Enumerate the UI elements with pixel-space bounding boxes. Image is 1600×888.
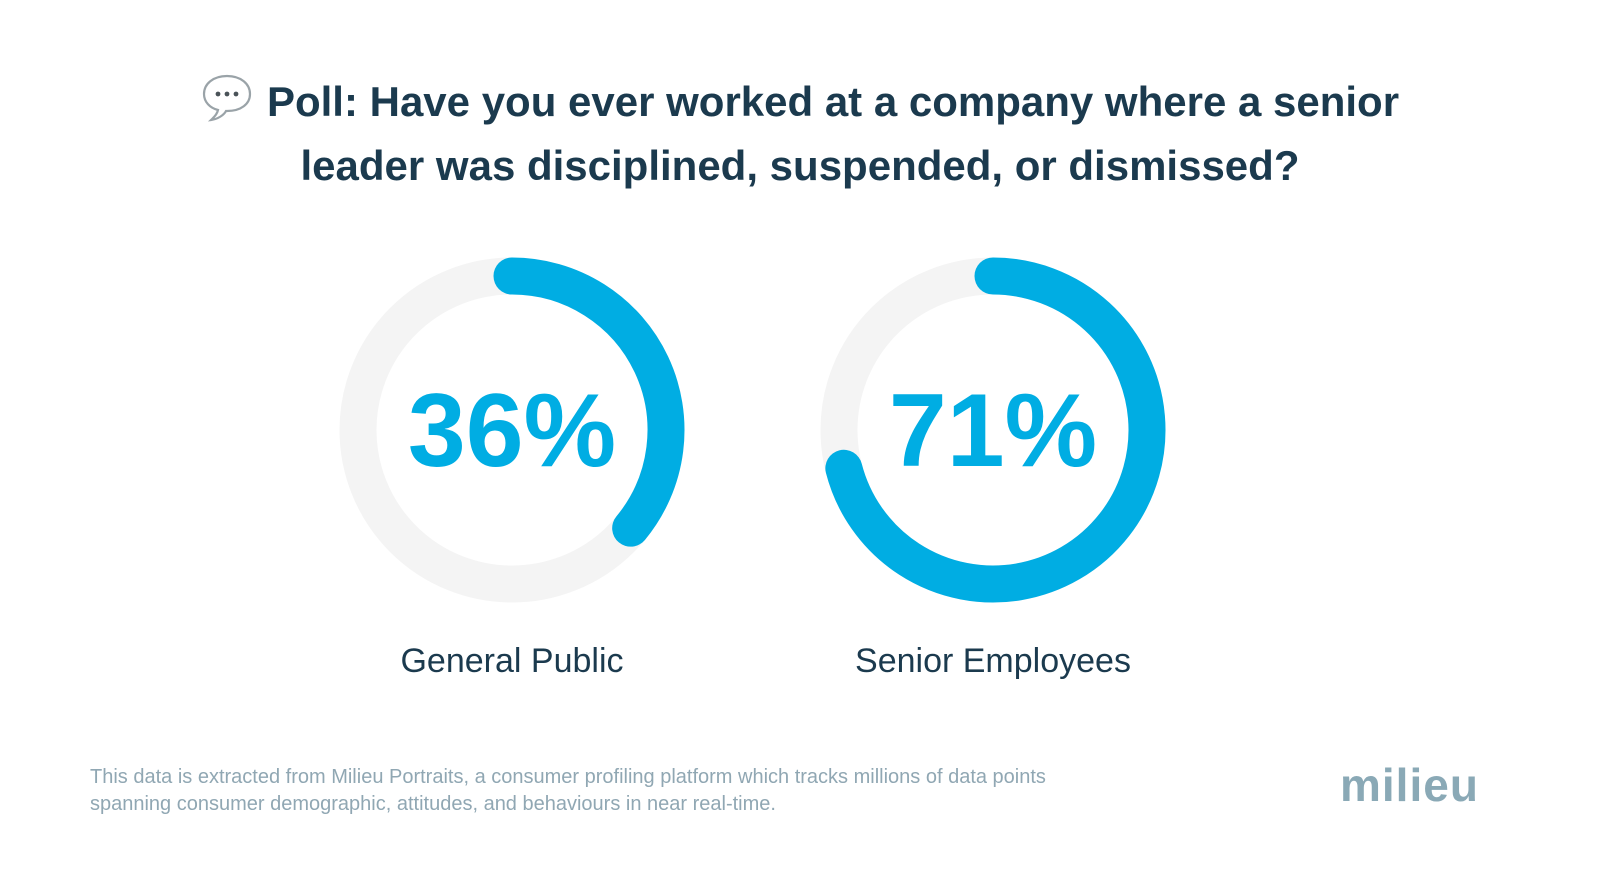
donut-chart-area: 36% 71% General Public Senior Employees (0, 240, 1600, 700)
logo-text: milieu (1340, 759, 1479, 811)
title-line-2: leader was disciplined, suspended, or di… (300, 142, 1300, 189)
footnote-line-2: spanning consumer demographic, attitudes… (90, 793, 776, 815)
donut-2: 71% (820, 257, 1166, 603)
donut-category-label: General Public (400, 642, 624, 680)
footnote: This data is extracted from Milieu Portr… (90, 764, 1190, 818)
title-line-1: Poll: Have you ever worked at a company … (266, 78, 1400, 125)
donut-arc (493, 257, 685, 547)
donut-1: 36% (339, 257, 685, 603)
donut-chart: 36% 71% (339, 257, 1166, 603)
donut-category-label: Senior Employees (855, 642, 1131, 680)
speech-bubble-icon (201, 72, 253, 137)
donut-value-label: 71% (889, 373, 1097, 489)
footnote-line-1: This data is extracted from Milieu Portr… (90, 766, 1046, 788)
donut-arc (825, 257, 1166, 603)
donut-value-label: 36% (408, 373, 616, 489)
milieu-logo: milieu (1340, 758, 1520, 812)
page-title: Poll: Have you ever worked at a company … (0, 72, 1600, 195)
